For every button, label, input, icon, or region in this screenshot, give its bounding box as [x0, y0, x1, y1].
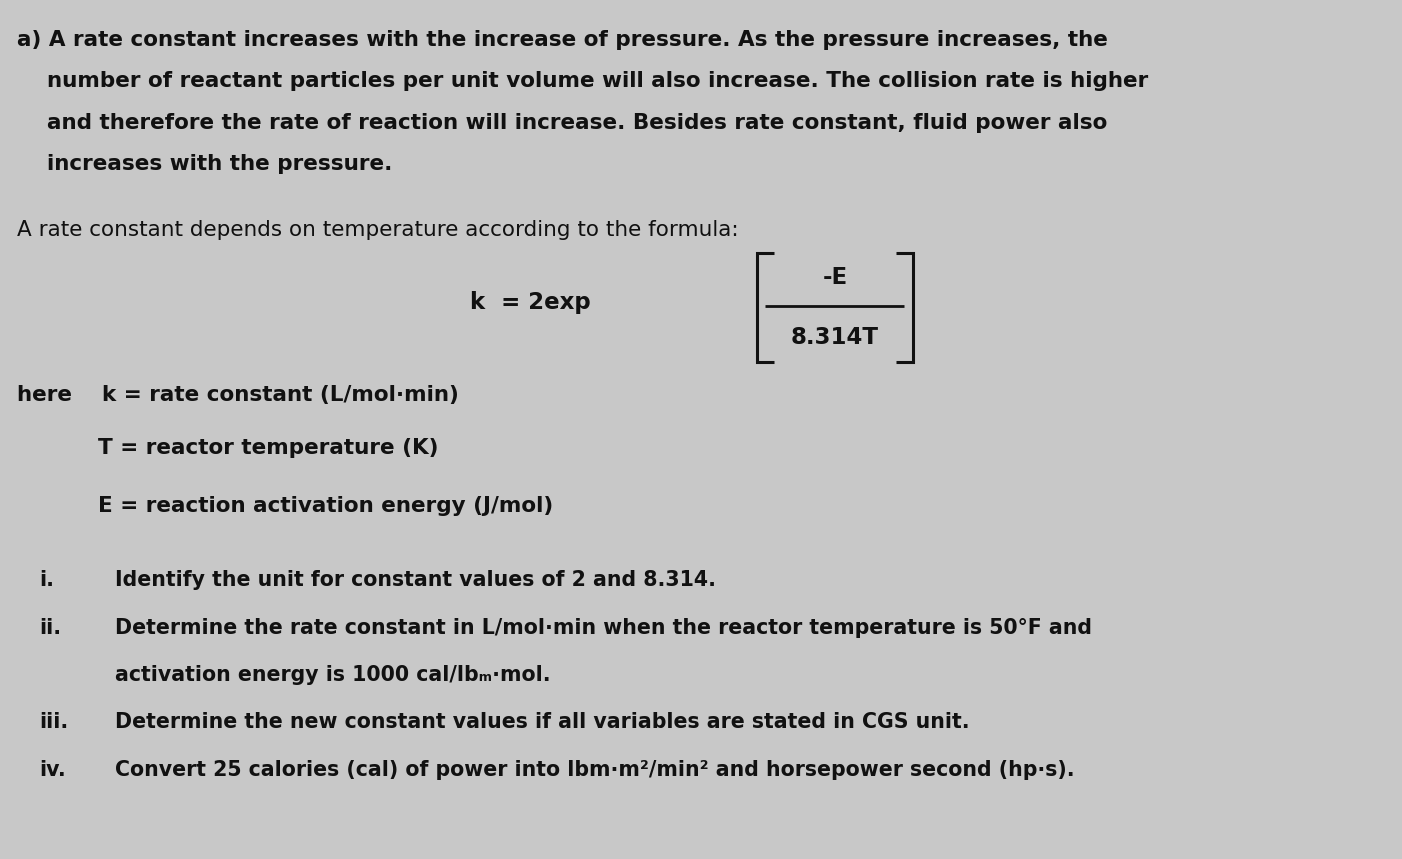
Text: iii.: iii.	[39, 712, 69, 733]
Text: number of reactant particles per unit volume will also increase. The collision r: number of reactant particles per unit vo…	[17, 71, 1148, 91]
Text: A rate constant depends on temperature according to the formula:: A rate constant depends on temperature a…	[17, 220, 739, 240]
Text: ii.: ii.	[39, 618, 62, 637]
Text: activation energy is 1000 cal/lbₘ·mol.: activation energy is 1000 cal/lbₘ·mol.	[115, 665, 551, 685]
Text: Determine the new constant values if all variables are stated in CGS unit.: Determine the new constant values if all…	[115, 712, 970, 733]
Text: and therefore the rate of reaction will increase. Besides rate constant, fluid p: and therefore the rate of reaction will …	[17, 113, 1108, 132]
Text: T = reactor temperature (K): T = reactor temperature (K)	[98, 438, 439, 458]
Text: increases with the pressure.: increases with the pressure.	[17, 154, 393, 174]
Text: -E: -E	[823, 265, 847, 289]
Text: Determine the rate constant in L/mol·min when the reactor temperature is 50°F an: Determine the rate constant in L/mol·min…	[115, 618, 1092, 637]
Text: E = reaction activation energy (J/mol): E = reaction activation energy (J/mol)	[98, 496, 554, 516]
Text: here    k = rate constant (L/mol·min): here k = rate constant (L/mol·min)	[17, 385, 458, 405]
Text: Identify the unit for constant values of 2 and 8.314.: Identify the unit for constant values of…	[115, 570, 716, 590]
Text: a) A rate constant increases with the increase of pressure. As the pressure incr: a) A rate constant increases with the in…	[17, 30, 1108, 50]
Text: k  = 2exp: k = 2exp	[470, 290, 590, 314]
Text: iv.: iv.	[39, 760, 66, 780]
Text: Convert 25 calories (cal) of power into lbm·m²/min² and horsepower second (hp·s): Convert 25 calories (cal) of power into …	[115, 760, 1074, 780]
Text: 8.314T: 8.314T	[791, 326, 879, 349]
Text: i.: i.	[39, 570, 55, 590]
